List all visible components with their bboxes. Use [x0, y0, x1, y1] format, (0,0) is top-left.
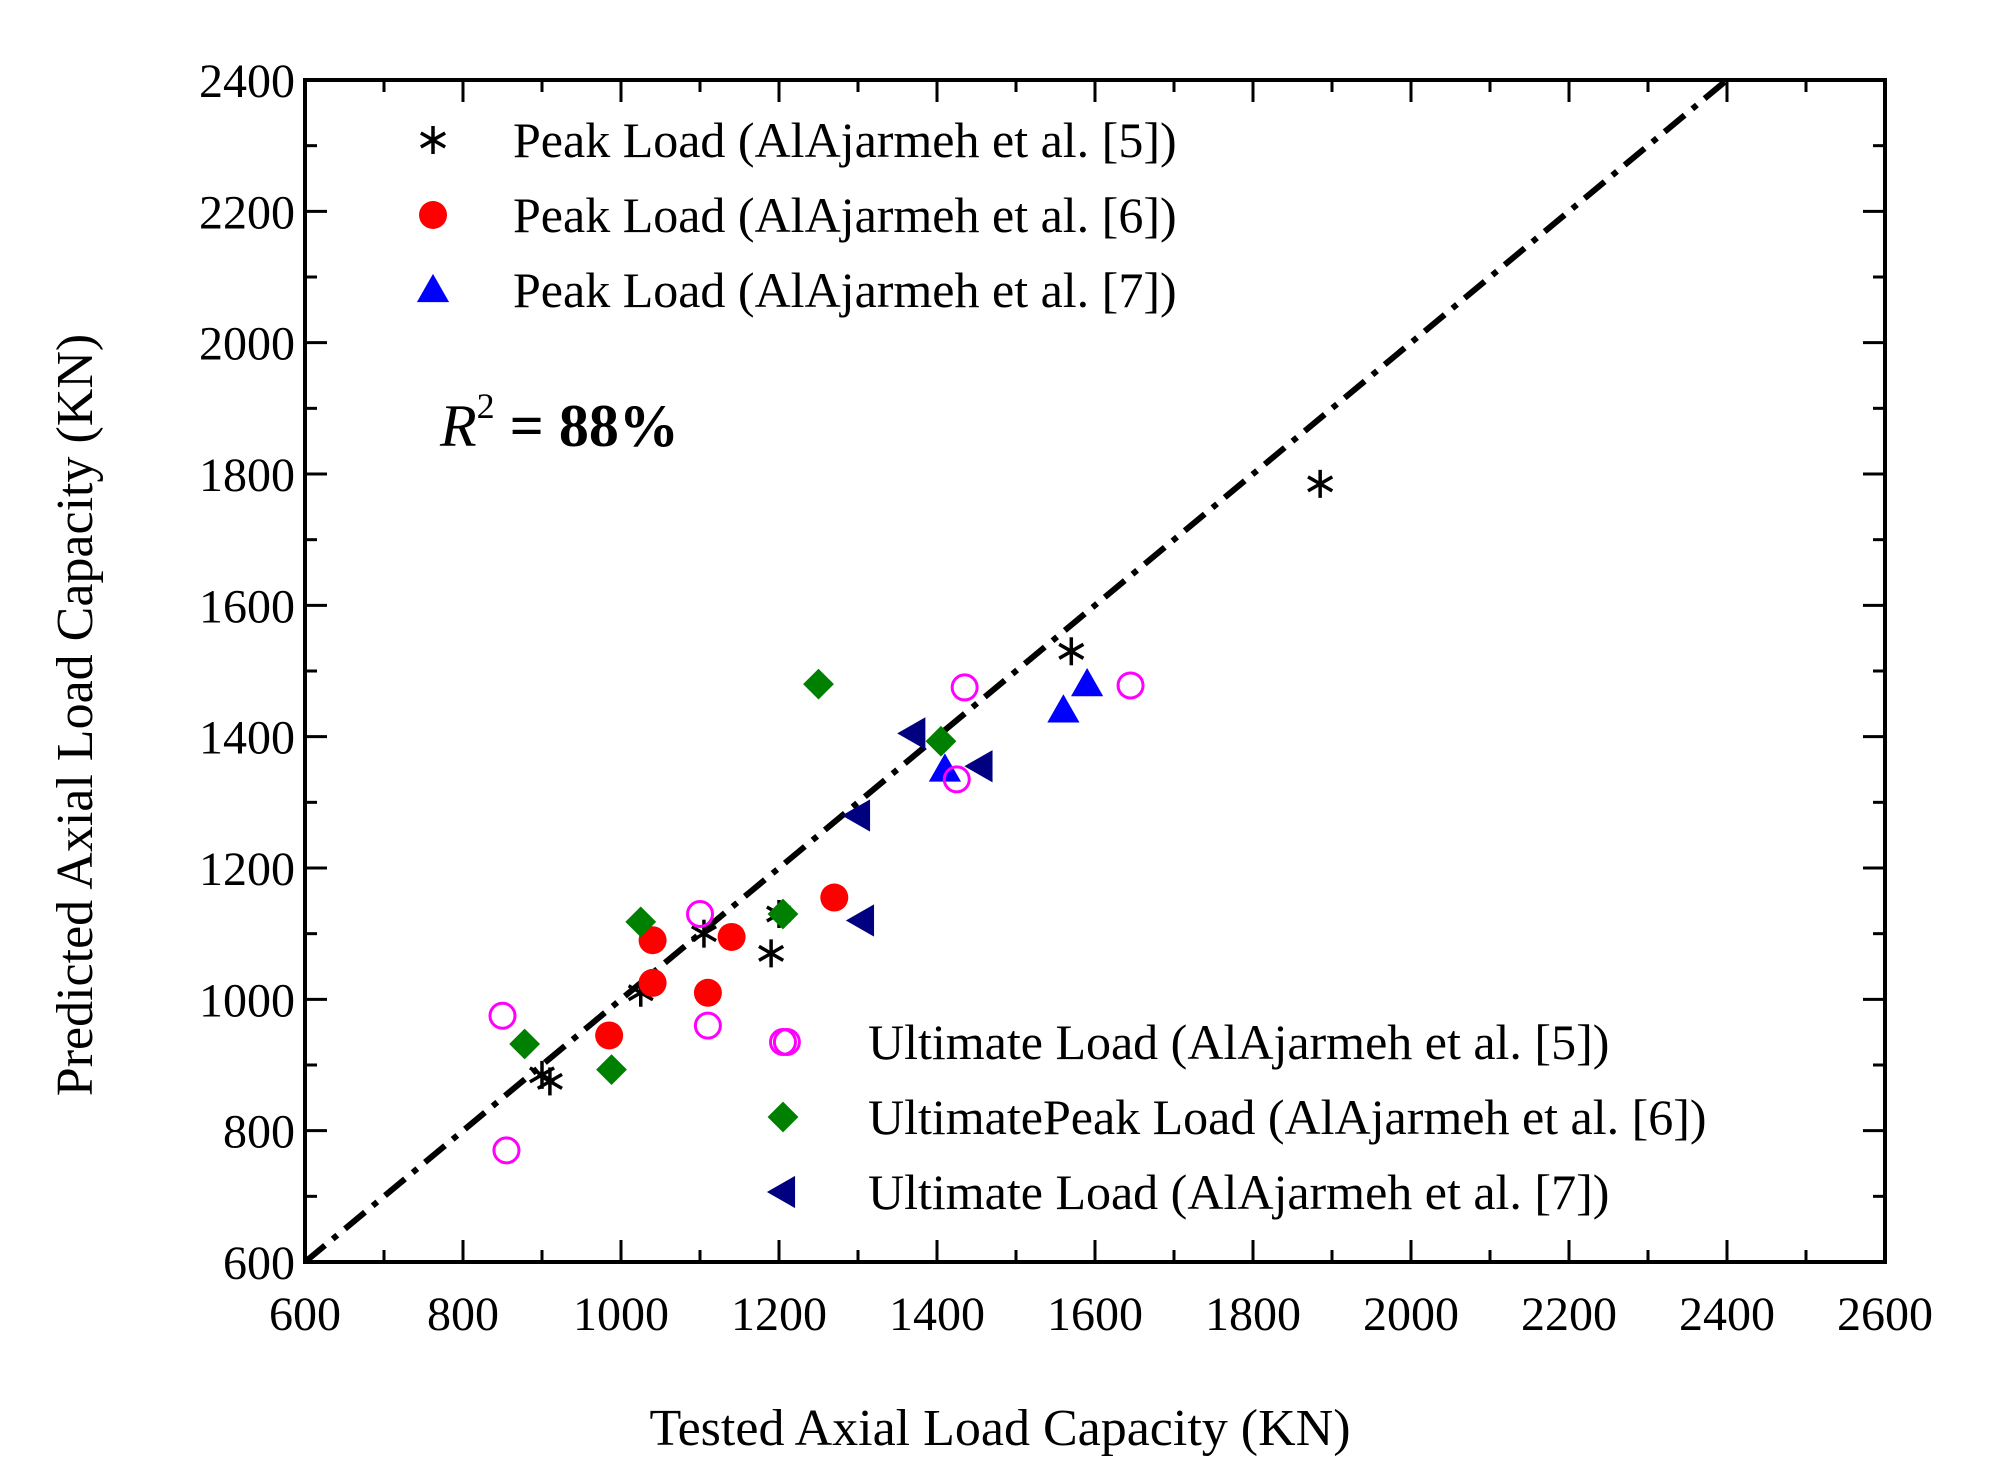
data-point-triangle-up	[1047, 694, 1080, 723]
legend-lower: Ultimate Load (AlAjarmeh et al. [5]) Ulti…	[766, 1014, 1707, 1220]
data-point-circle	[595, 1021, 624, 1050]
data-point-triangle-up	[1071, 668, 1104, 697]
legend-marker-triangle-left	[766, 1175, 796, 1209]
x-tick-label: 1600	[1047, 1288, 1143, 1341]
x-tick-label: 1800	[1205, 1288, 1301, 1341]
data-points-layer	[488, 469, 1334, 1165]
data-point-triangle-left	[897, 717, 926, 750]
y-tick-label: 1600	[199, 580, 295, 633]
legend-label: UltimatePeak Load (AlAjarmeh et al. [6])	[868, 1089, 1707, 1145]
legend-marker-circle	[419, 201, 447, 229]
legend-marker-asterisk	[420, 126, 446, 154]
data-point-diamond	[803, 668, 834, 700]
legend-entry: Ultimate Load (AlAjarmeh et al. [7])	[766, 1164, 1609, 1220]
x-tick-label: 2200	[1521, 1288, 1617, 1341]
data-point-asterisk	[1307, 469, 1334, 498]
legend-label: Peak Load (AlAjarmeh et al. [7])	[513, 262, 1177, 318]
x-axis-title: Tested Axial Load Capacity (KN)	[649, 1400, 1350, 1457]
x-tick-label: 1000	[573, 1288, 669, 1341]
data-point-diamond	[767, 898, 799, 930]
legend-entry: UltimatePeak Load (AlAjarmeh et al. [6])	[767, 1089, 1707, 1145]
series-5	[509, 668, 957, 1085]
x-tick-label: 800	[427, 1288, 499, 1341]
series-3	[928, 668, 1104, 782]
legend-entry: Peak Load (AlAjarmeh et al. [7])	[416, 262, 1177, 318]
y-tick-label: 1000	[199, 974, 295, 1027]
y-tick-label: 2200	[199, 186, 295, 239]
legend-label: Peak Load (AlAjarmeh et al. [5])	[513, 112, 1177, 168]
data-point-diamond	[625, 906, 657, 938]
data-point-circle-open	[950, 673, 979, 702]
y-tick-label: 600	[223, 1237, 295, 1290]
y-tick-labels: 600 800 1000 1200 1400 1600 1800 2000 2200 2400	[199, 55, 295, 1290]
legend-upper: Peak Load (AlAjarmeh et al. [5]) Peak Loa…	[416, 112, 1177, 318]
x-tick-label: 1200	[731, 1288, 827, 1341]
r-squared-symbol: R	[439, 393, 477, 459]
legend-label: Peak Load (AlAjarmeh et al. [6])	[513, 187, 1177, 243]
x-tick-label: 600	[269, 1288, 341, 1341]
data-point-circle	[638, 968, 667, 997]
legend-entry: Peak Load (AlAjarmeh et al. [6])	[419, 187, 1177, 243]
y-tick-label: 800	[223, 1106, 295, 1159]
y-tick-label: 2000	[199, 318, 295, 371]
legend-entry: Peak Load (AlAjarmeh et al. [5])	[420, 112, 1177, 168]
legend-marker-circle-open	[769, 1028, 797, 1056]
x-tick-labels: 600 800 1000 1200 1400 1600 1800 2000 2200 2400 26…	[269, 1288, 1933, 1341]
data-point-triangle-left	[841, 799, 871, 832]
axis-ticks-layer	[303, 78, 1887, 1264]
data-point-asterisk	[1058, 637, 1085, 666]
y-tick-label: 2400	[199, 55, 295, 108]
r-squared-exponent: 2	[477, 386, 495, 426]
data-point-diamond	[925, 725, 957, 757]
x-tick-label: 1400	[889, 1288, 985, 1341]
y-tick-label: 1400	[199, 712, 295, 765]
data-point-triangle-up	[928, 753, 961, 782]
data-point-circle	[820, 883, 849, 912]
legend-label: Ultimate Load (AlAjarmeh et al. [5])	[868, 1014, 1609, 1070]
data-point-diamond	[509, 1028, 541, 1060]
x-tick-label: 2000	[1363, 1288, 1459, 1341]
r-squared-annotation: R2 = 88%	[439, 386, 679, 459]
data-point-circle-open	[942, 765, 971, 794]
r-squared-value: = 88%	[495, 393, 679, 459]
y-axis-title: Predicted Axial Load Capacity (KN)	[47, 334, 104, 1096]
legend-label: Ultimate Load (AlAjarmeh et al. [7])	[868, 1164, 1609, 1220]
data-point-circle-open	[1116, 671, 1145, 700]
y-tick-label: 1800	[199, 449, 295, 502]
series-2	[595, 883, 849, 1050]
x-tick-label: 2400	[1679, 1288, 1775, 1341]
data-point-circle-open	[492, 1136, 521, 1165]
data-point-asterisk	[758, 939, 785, 968]
legend-marker-triangle-up	[416, 273, 450, 303]
legend-marker-diamond	[767, 1101, 799, 1133]
data-point-diamond	[596, 1054, 627, 1085]
data-point-circle	[717, 922, 746, 951]
x-tick-label: 2600	[1837, 1288, 1933, 1341]
data-point-circle	[693, 978, 722, 1007]
series-1	[529, 469, 1334, 1096]
series-4	[488, 671, 1145, 1165]
data-point-circle-open	[686, 899, 714, 928]
data-point-circle-open	[693, 1011, 722, 1040]
data-point-triangle-left	[964, 750, 993, 783]
one-to-one-reference-line	[303, 77, 1729, 1265]
legend-entry: Ultimate Load (AlAjarmeh et al. [5])	[769, 1014, 1609, 1070]
y-tick-label: 1200	[199, 843, 295, 896]
data-point-asterisk	[536, 1067, 563, 1096]
series-6	[841, 717, 993, 937]
data-point-circle-open	[488, 1001, 517, 1030]
data-point-circle	[638, 926, 667, 955]
data-point-triangle-left	[845, 904, 875, 937]
reference-line-layer	[303, 77, 1729, 1265]
